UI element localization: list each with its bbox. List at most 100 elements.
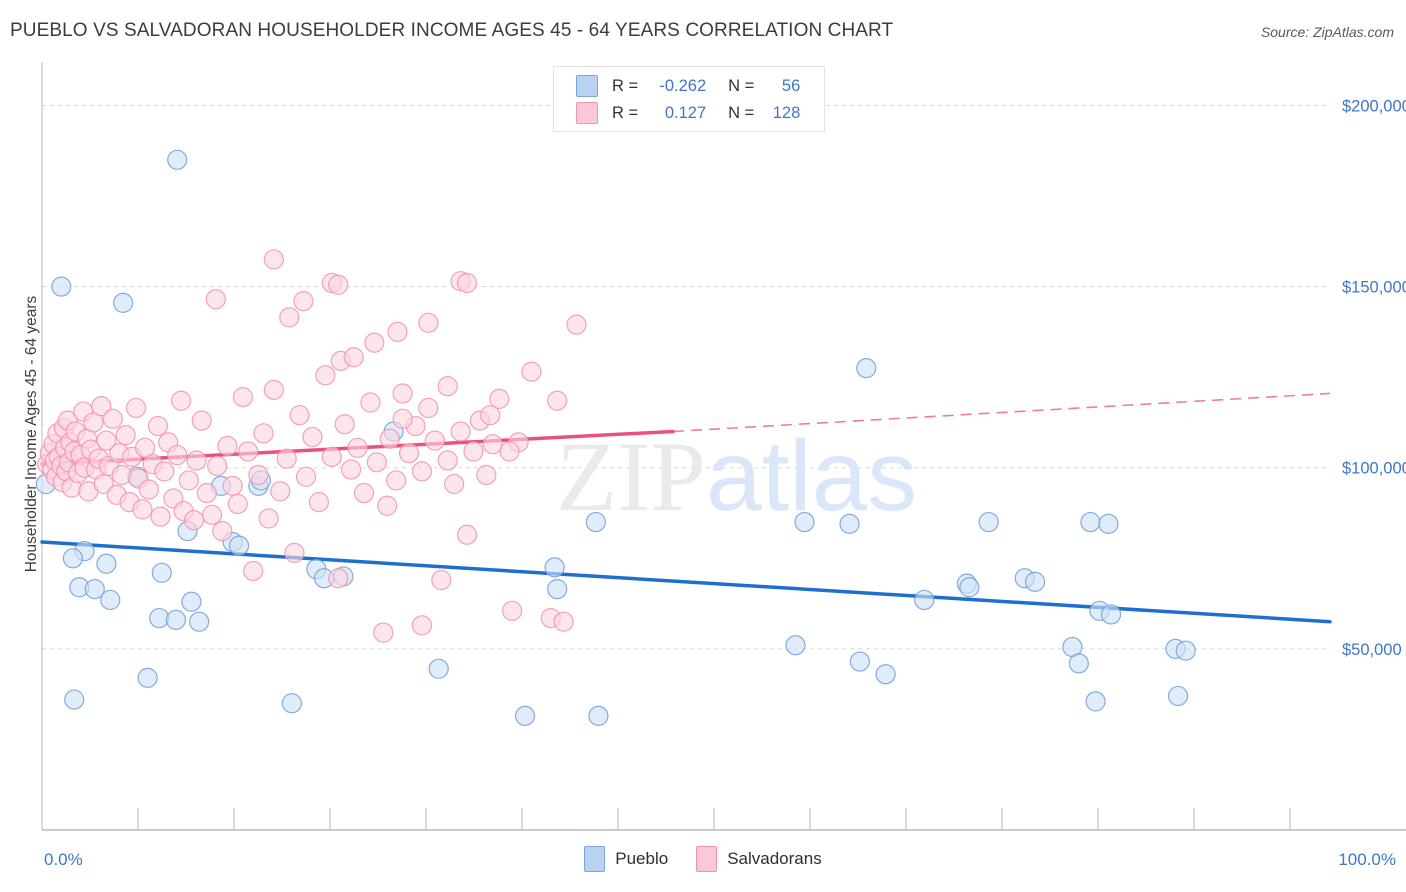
- data-point: [456, 524, 478, 545]
- data-point: [476, 464, 497, 486]
- data-point: [134, 437, 156, 458]
- data-point: [547, 390, 568, 411]
- data-point: [102, 408, 123, 429]
- data-point: [315, 365, 336, 386]
- data-point: [521, 361, 542, 382]
- data-point: [96, 430, 117, 451]
- data-point: [1068, 653, 1089, 674]
- legend-n-label-pueblo: N =: [728, 76, 755, 95]
- data-point: [386, 470, 407, 491]
- data-point: [377, 495, 398, 516]
- data-point: [341, 459, 362, 480]
- data-point: [544, 557, 565, 578]
- data-point: [181, 591, 202, 612]
- data-point: [489, 388, 510, 410]
- data-point: [366, 452, 387, 473]
- data-point: [411, 461, 433, 482]
- data-point: [248, 464, 269, 486]
- data-point: [115, 425, 136, 446]
- data-point: [100, 589, 121, 611]
- stats-legend: R = -0.262 N = 56 R = 0.127 N = 128: [553, 66, 825, 132]
- data-point: [167, 149, 188, 170]
- legend-swatch-pueblo: [576, 75, 598, 97]
- data-point: [279, 307, 300, 328]
- data-point: [373, 622, 394, 643]
- data-point: [450, 421, 471, 442]
- series-points-salvadorans: [37, 249, 587, 643]
- series-legend-item-salvadorans[interactable]: Salvadorans: [696, 846, 822, 872]
- y-axis-tick-label: $150,000: [1342, 279, 1406, 297]
- data-point: [138, 479, 160, 500]
- data-point: [253, 423, 274, 444]
- data-point: [364, 332, 385, 353]
- data-point: [566, 314, 587, 335]
- data-point: [263, 379, 284, 400]
- data-point: [424, 430, 445, 451]
- data-point: [398, 443, 420, 464]
- legend-n-value-pueblo: 56: [781, 76, 801, 95]
- data-point: [237, 441, 259, 462]
- data-point: [151, 562, 172, 583]
- data-point: [149, 607, 170, 629]
- data-point: [347, 437, 368, 458]
- data-point: [794, 511, 815, 533]
- data-point: [276, 448, 297, 469]
- data-point: [328, 274, 349, 295]
- data-point: [392, 383, 413, 404]
- data-point: [1085, 691, 1106, 712]
- data-point: [91, 396, 112, 417]
- data-point: [178, 470, 199, 491]
- data-point: [183, 510, 205, 531]
- data-point: [431, 569, 452, 591]
- series-legend-item-pueblo[interactable]: Pueblo: [584, 846, 668, 872]
- data-point: [212, 521, 233, 542]
- data-point: [343, 347, 364, 368]
- data-point: [437, 450, 458, 471]
- data-point: [514, 705, 536, 726]
- watermark: ZIPatlas: [556, 420, 917, 532]
- data-point: [839, 513, 860, 534]
- data-point: [113, 292, 134, 314]
- data-point: [232, 386, 254, 408]
- series-label-salvadorans: Salvadorans: [727, 849, 822, 868]
- data-point: [263, 249, 284, 270]
- data-point: [849, 651, 870, 672]
- data-point: [217, 435, 238, 457]
- data-point: [1100, 604, 1122, 625]
- data-point: [132, 499, 153, 520]
- data-point: [437, 376, 458, 397]
- series-swatch-pueblo: [584, 846, 606, 872]
- data-point: [186, 450, 207, 471]
- data-point: [64, 689, 85, 710]
- data-point: [150, 506, 171, 527]
- data-point: [392, 408, 413, 429]
- data-point: [258, 508, 279, 529]
- data-point: [480, 405, 501, 426]
- data-point: [228, 535, 250, 556]
- data-point: [1167, 685, 1189, 707]
- source-attribution: Source: ZipAtlas.com: [1260, 24, 1394, 40]
- series-legend: Pueblo Salvadorans: [0, 846, 1406, 872]
- y-axis-tick-label: $200,000: [1342, 97, 1406, 115]
- data-point: [289, 405, 310, 426]
- data-point: [137, 667, 158, 688]
- data-point: [334, 414, 355, 435]
- data-point: [205, 289, 226, 310]
- x-axis-min-label: 0.0%: [44, 850, 83, 869]
- data-point: [914, 589, 935, 611]
- data-point: [84, 578, 105, 600]
- legend-n-value-salvadorans: 128: [772, 103, 801, 122]
- data-point: [196, 482, 217, 504]
- data-point: [353, 482, 375, 504]
- series-label-pueblo: Pueblo: [615, 849, 669, 868]
- data-point: [588, 705, 609, 726]
- data-point: [360, 392, 381, 413]
- data-point: [411, 615, 433, 636]
- data-point: [856, 358, 877, 379]
- data-point: [222, 475, 243, 496]
- data-point: [379, 428, 400, 449]
- data-point: [284, 542, 305, 563]
- data-point: [83, 412, 104, 433]
- data-point: [243, 560, 264, 582]
